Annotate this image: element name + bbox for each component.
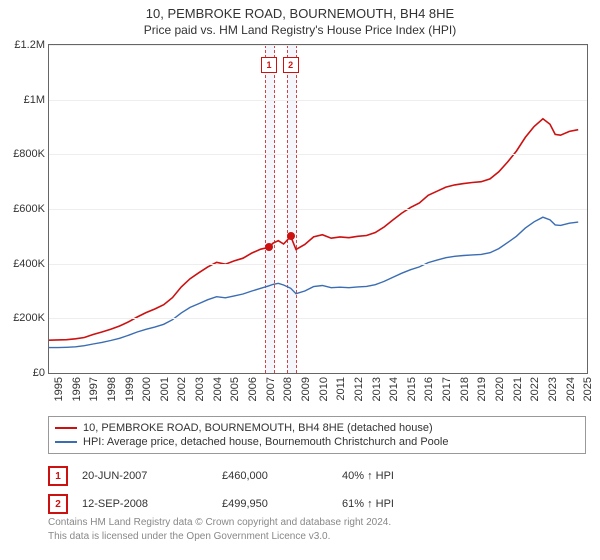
x-axis-label: 2023	[547, 377, 559, 401]
legend-label: HPI: Average price, detached house, Bour…	[83, 436, 448, 448]
x-axis-label: 2004	[212, 377, 224, 401]
y-axis-label: £600K	[13, 203, 45, 215]
footer-line-1: Contains HM Land Registry data © Crown c…	[48, 516, 391, 530]
x-axis-label: 2000	[141, 377, 153, 401]
sale-marker-dot	[287, 232, 295, 240]
plot-area: £0£200K£400K£600K£800K£1M£1.2M1995199619…	[48, 44, 588, 374]
gridline	[49, 318, 587, 319]
sale-date: 12-SEP-2008	[82, 498, 222, 510]
legend-row: HPI: Average price, detached house, Bour…	[55, 435, 579, 449]
x-axis-label: 2025	[582, 377, 594, 401]
sale-marker-dot	[265, 243, 273, 251]
x-axis-label: 2018	[459, 377, 471, 401]
sale-badge: 2	[48, 494, 68, 514]
gridline	[49, 154, 587, 155]
x-axis-label: 2009	[300, 377, 312, 401]
x-axis-label: 2002	[176, 377, 188, 401]
x-axis-label: 2007	[265, 377, 277, 401]
legend-swatch	[55, 427, 77, 429]
x-axis-label: 2011	[335, 377, 347, 401]
footer: Contains HM Land Registry data © Crown c…	[48, 516, 391, 543]
x-axis-label: 2014	[388, 377, 400, 401]
x-axis-label: 1997	[88, 377, 100, 401]
x-axis-label: 2001	[159, 377, 171, 401]
legend-label: 10, PEMBROKE ROAD, BOURNEMOUTH, BH4 8HE …	[83, 422, 433, 434]
gridline	[49, 100, 587, 101]
x-axis-label: 2016	[423, 377, 435, 401]
y-axis-label: £200K	[13, 312, 45, 324]
sales-row: 2 12-SEP-2008£499,95061% ↑ HPI	[48, 490, 578, 518]
chart-subtitle: Price paid vs. HM Land Registry's House …	[0, 23, 600, 37]
legend-swatch	[55, 441, 77, 443]
x-axis-label: 1996	[71, 377, 83, 401]
sale-marker-badge: 2	[283, 57, 299, 73]
sales-table: 1 20-JUN-2007£460,00040% ↑ HPI 2 12-SEP-200…	[48, 462, 578, 518]
sale-marker-badge: 1	[261, 57, 277, 73]
gridline	[49, 264, 587, 265]
y-axis-label: £0	[33, 367, 45, 379]
sale-badge: 1	[48, 466, 68, 486]
x-axis-label: 2006	[247, 377, 259, 401]
x-axis-label: 2022	[529, 377, 541, 401]
y-axis-label: £800K	[13, 148, 45, 160]
x-axis-label: 2015	[406, 377, 418, 401]
y-axis-label: £1.2M	[14, 39, 45, 51]
x-axis-label: 2010	[318, 377, 330, 401]
gridline	[49, 45, 587, 46]
footer-line-2: This data is licensed under the Open Gov…	[48, 530, 391, 544]
x-axis-label: 1999	[124, 377, 136, 401]
legend-row: 10, PEMBROKE ROAD, BOURNEMOUTH, BH4 8HE …	[55, 421, 579, 435]
x-axis-label: 2008	[282, 377, 294, 401]
x-axis-label: 2019	[476, 377, 488, 401]
chart-title: 10, PEMBROKE ROAD, BOURNEMOUTH, BH4 8HE	[0, 6, 600, 21]
sale-delta: 61% ↑ HPI	[342, 498, 462, 510]
chart-container: 10, PEMBROKE ROAD, BOURNEMOUTH, BH4 8HE …	[0, 0, 600, 560]
x-axis-label: 1998	[106, 377, 118, 401]
legend: 10, PEMBROKE ROAD, BOURNEMOUTH, BH4 8HE …	[48, 416, 586, 454]
series-line-price_paid	[49, 119, 578, 340]
x-axis-label: 2013	[371, 377, 383, 401]
y-axis-label: £1M	[24, 94, 45, 106]
sale-price: £460,000	[222, 470, 342, 482]
sale-delta: 40% ↑ HPI	[342, 470, 462, 482]
x-axis-label: 2003	[194, 377, 206, 401]
gridline	[49, 209, 587, 210]
title-block: 10, PEMBROKE ROAD, BOURNEMOUTH, BH4 8HE …	[0, 0, 600, 37]
sale-date: 20-JUN-2007	[82, 470, 222, 482]
x-axis-label: 2021	[512, 377, 524, 401]
x-axis-label: 1995	[53, 377, 65, 401]
x-axis-label: 2005	[229, 377, 241, 401]
sales-row: 1 20-JUN-2007£460,00040% ↑ HPI	[48, 462, 578, 490]
sale-price: £499,950	[222, 498, 342, 510]
x-axis-label: 2017	[441, 377, 453, 401]
y-axis-label: £400K	[13, 258, 45, 270]
x-axis-label: 2020	[494, 377, 506, 401]
x-axis-label: 2012	[353, 377, 365, 401]
x-axis-label: 2024	[565, 377, 577, 401]
